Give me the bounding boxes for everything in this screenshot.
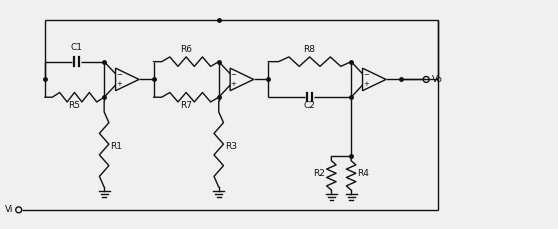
Text: −: − (363, 72, 369, 78)
Text: +: + (116, 81, 122, 87)
Text: Vi: Vi (5, 205, 13, 214)
Text: R5: R5 (69, 101, 80, 110)
Text: C1: C1 (70, 43, 83, 52)
Text: R7: R7 (180, 101, 192, 110)
Text: +: + (230, 81, 237, 87)
Text: +: + (363, 81, 369, 87)
Text: Vo: Vo (432, 75, 443, 84)
Text: R8: R8 (304, 45, 316, 54)
Text: R2: R2 (314, 169, 325, 178)
Text: R3: R3 (225, 142, 237, 151)
Text: −: − (116, 72, 122, 78)
Text: R4: R4 (357, 169, 369, 178)
Text: C2: C2 (304, 101, 316, 110)
Text: R1: R1 (110, 142, 122, 151)
Text: −: − (230, 72, 237, 78)
Text: R6: R6 (180, 45, 192, 54)
